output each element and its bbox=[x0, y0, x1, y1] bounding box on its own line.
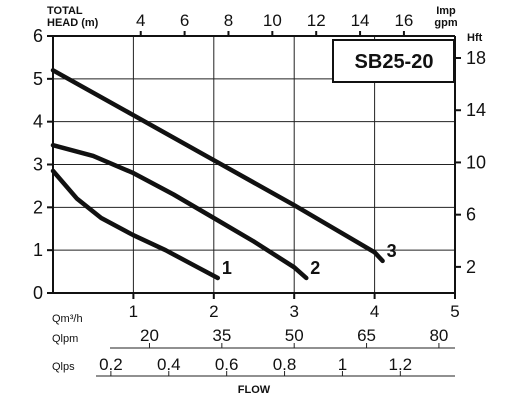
right-tick-label: 6 bbox=[466, 205, 476, 225]
qlps-tick-label: 1 bbox=[338, 355, 347, 374]
pump-curve-3 bbox=[50, 68, 385, 264]
model-title-box bbox=[332, 39, 455, 83]
qlps-label: Qlps bbox=[52, 361, 75, 373]
qlps-tick-label: 1.2 bbox=[389, 355, 413, 374]
left-tick-label: 2 bbox=[33, 197, 43, 217]
qlpm-tick-label: 65 bbox=[357, 326, 376, 345]
left-tick-label: 6 bbox=[33, 26, 43, 46]
top-axis-label-line1: TOTAL bbox=[47, 5, 83, 17]
qm3h-tick-label: 2 bbox=[209, 302, 218, 321]
qlps-tick-label: 0.4 bbox=[157, 355, 181, 374]
left-tick-label: 0 bbox=[33, 283, 43, 303]
top-tick-label: 10 bbox=[263, 11, 282, 30]
right-axis-label: Hft bbox=[467, 32, 483, 44]
qm3h-tick-label: 3 bbox=[289, 302, 298, 321]
right-tick-label: 18 bbox=[466, 48, 486, 68]
qlpm-tick-label: 50 bbox=[285, 326, 304, 345]
x-axis-label: FLOW bbox=[238, 384, 271, 396]
qm3h-tick-label: 5 bbox=[450, 302, 459, 321]
top-tick-label: 16 bbox=[394, 11, 413, 30]
qm3h-label: Qm³/h bbox=[52, 313, 83, 325]
pump-curve-2 bbox=[50, 142, 309, 281]
left-tick-label: 3 bbox=[33, 155, 43, 175]
curves bbox=[50, 68, 385, 281]
curve-label-2: 2 bbox=[310, 258, 320, 278]
top-axis-unit-line2: gpm bbox=[434, 17, 457, 29]
curve-label-1: 1 bbox=[222, 258, 232, 278]
qlpm-label: Qlpm bbox=[52, 333, 78, 345]
qlpm-tick-label: 35 bbox=[212, 326, 231, 345]
top-tick-label: 6 bbox=[180, 11, 189, 30]
curve-label-3: 3 bbox=[387, 241, 397, 261]
left-tick-label: 5 bbox=[33, 69, 43, 89]
qm3h-tick-label: 1 bbox=[129, 302, 138, 321]
qm3h-tick-label: 4 bbox=[370, 302, 379, 321]
model-title: SB25-20 bbox=[355, 51, 434, 73]
qlpm-tick-label: 20 bbox=[140, 326, 159, 345]
qlps-tick-label: 0.8 bbox=[273, 355, 297, 374]
right-tick-label: 10 bbox=[466, 152, 486, 172]
top-axis-unit-line1: Imp bbox=[436, 5, 456, 17]
right-tick-label: 2 bbox=[466, 257, 476, 277]
left-tick-label: 4 bbox=[33, 112, 43, 132]
pump-curve-1 bbox=[50, 168, 221, 281]
top-axis-label-line2: HEAD (m) bbox=[47, 17, 99, 29]
top-tick-label: 4 bbox=[136, 11, 145, 30]
qlpm-tick-label: 80 bbox=[429, 326, 448, 345]
qlps-tick-label: 0.2 bbox=[99, 355, 123, 374]
top-tick-label: 12 bbox=[307, 11, 326, 30]
top-tick-label: 8 bbox=[224, 11, 233, 30]
right-tick-label: 14 bbox=[466, 100, 486, 120]
qlps-tick-label: 0.6 bbox=[215, 355, 239, 374]
left-tick-label: 1 bbox=[33, 240, 43, 260]
top-tick-label: 14 bbox=[351, 11, 370, 30]
